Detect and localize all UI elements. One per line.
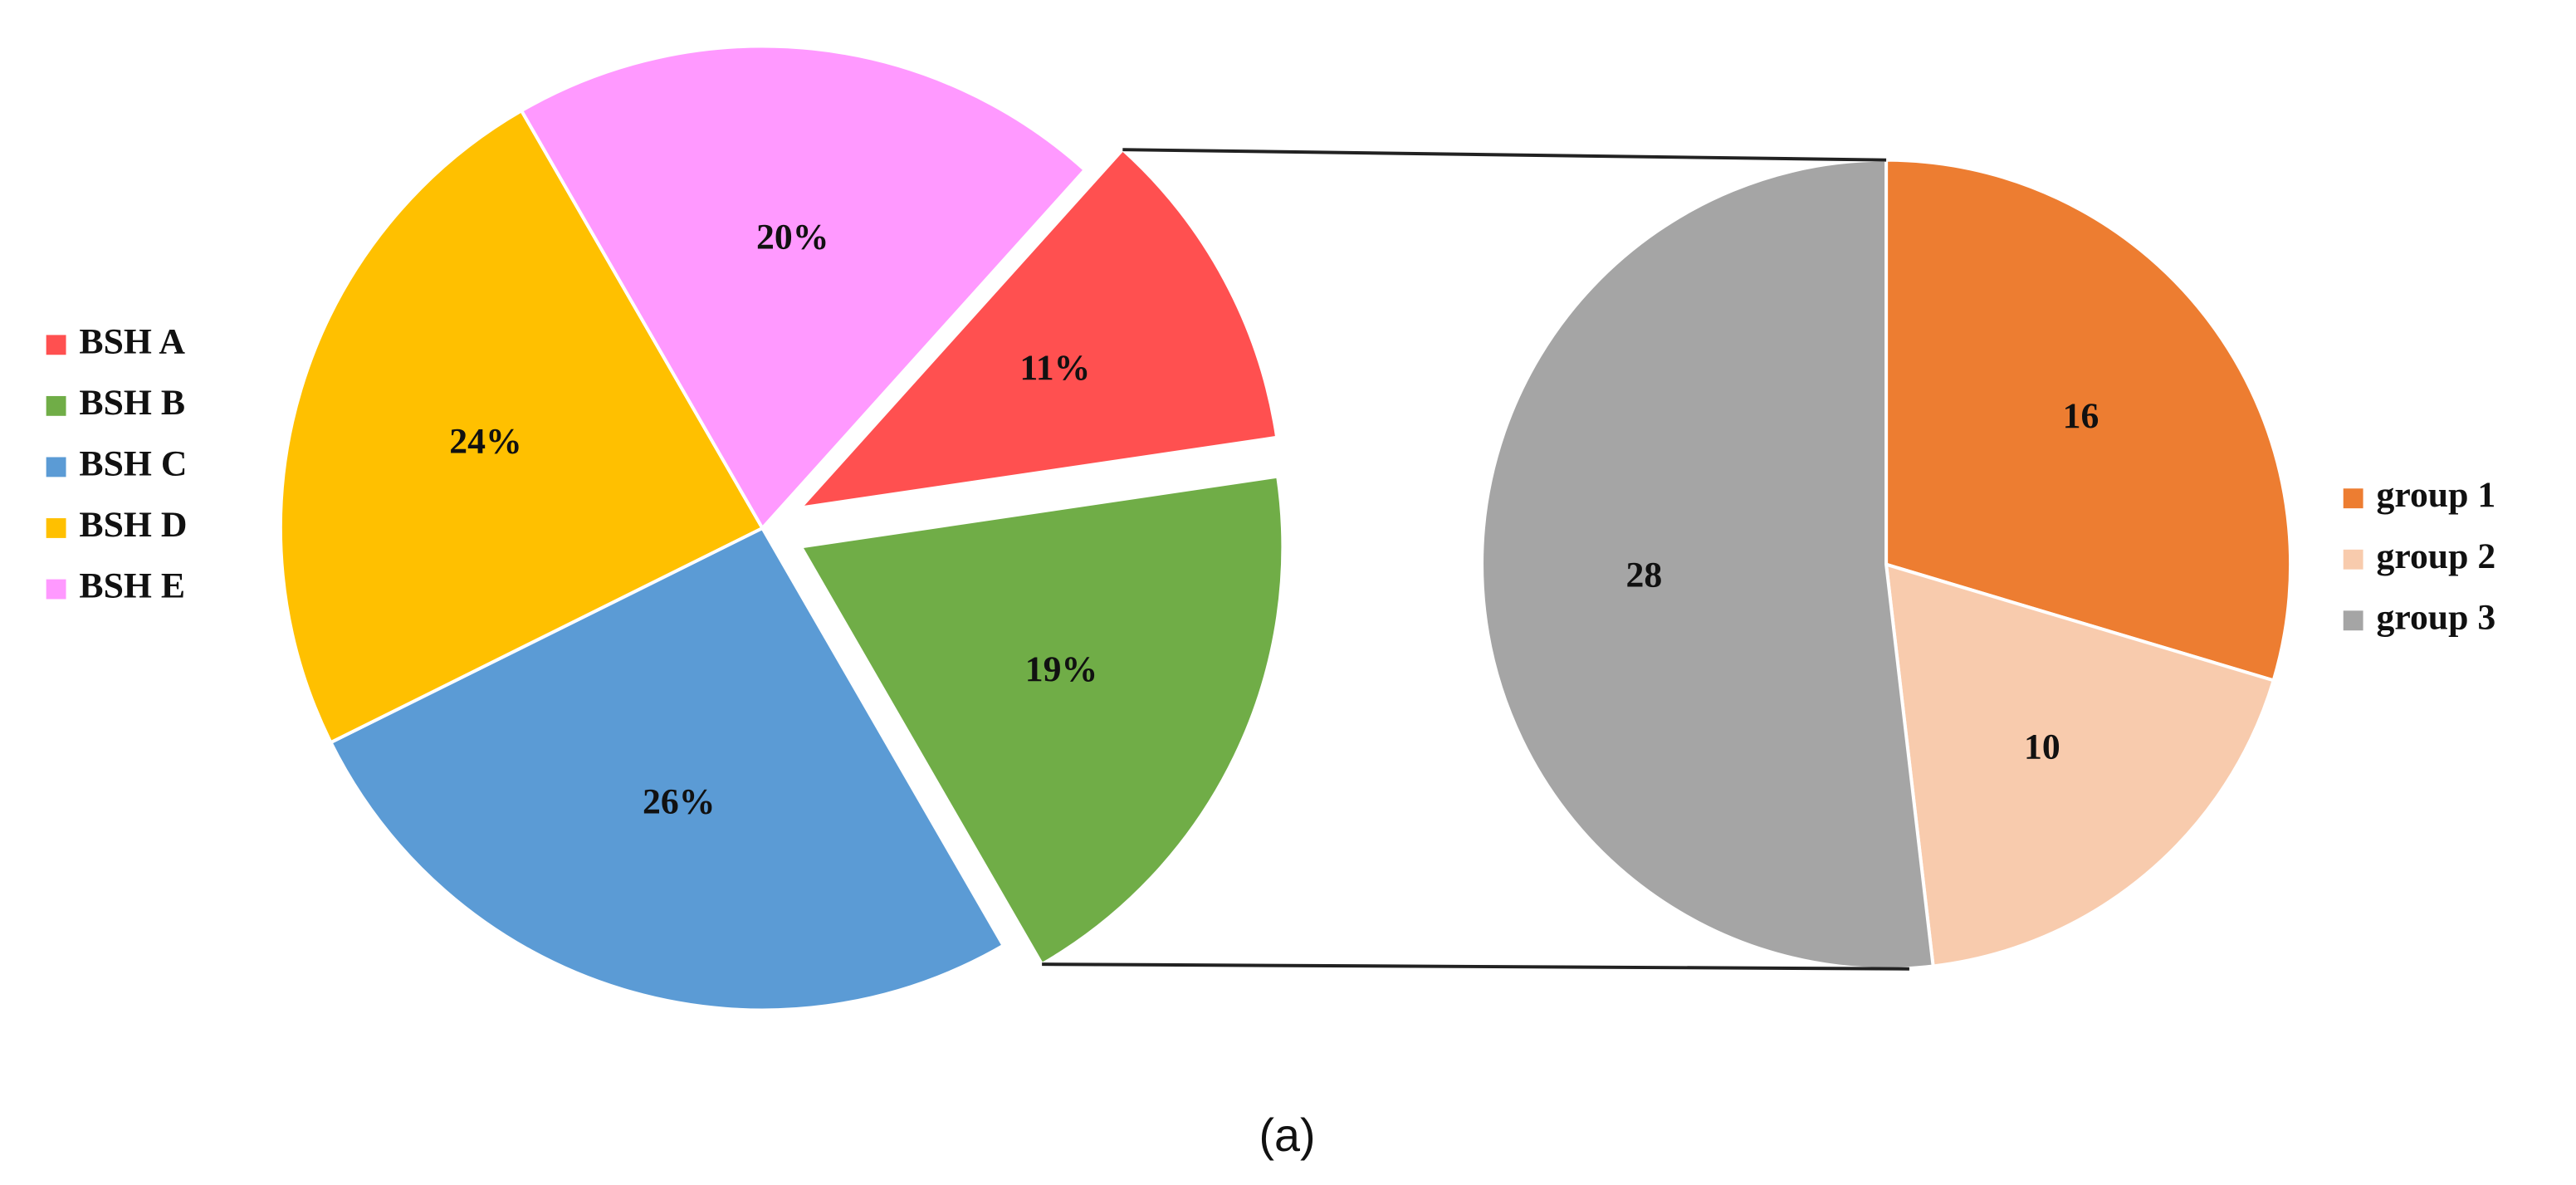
data-label: 26% bbox=[643, 781, 715, 821]
legend-label: BSH E bbox=[79, 566, 185, 606]
legend-swatch bbox=[46, 579, 66, 600]
data-label: 11% bbox=[1019, 348, 1090, 388]
data-label: 28 bbox=[1626, 556, 1663, 595]
legend-label: BSH D bbox=[79, 505, 187, 545]
legend-swatch bbox=[2343, 549, 2363, 570]
data-label: 10 bbox=[2024, 727, 2060, 767]
data-label: 24% bbox=[449, 421, 521, 461]
legend-swatch bbox=[2343, 488, 2363, 509]
pie-slice bbox=[795, 147, 1279, 511]
legend-label: BSH B bbox=[79, 383, 185, 423]
legend-label: group 1 bbox=[2376, 475, 2495, 515]
legend-label: group 3 bbox=[2376, 597, 2495, 637]
pie-slice bbox=[519, 44, 1088, 531]
pie-slice bbox=[1480, 158, 1935, 971]
pie-slice bbox=[1884, 561, 2276, 968]
pie-slice bbox=[798, 474, 1285, 967]
legend-swatch bbox=[46, 395, 66, 416]
legend-label: group 2 bbox=[2376, 536, 2495, 576]
legend-swatch bbox=[46, 335, 66, 355]
legend-label: BSH C bbox=[79, 443, 187, 483]
legend-label: BSH A bbox=[79, 321, 185, 361]
data-label: 16 bbox=[2063, 396, 2099, 436]
pie-slice bbox=[279, 108, 765, 745]
legend-swatch bbox=[46, 518, 66, 538]
caption: (a) bbox=[1259, 1109, 1315, 1161]
data-label: 19% bbox=[1025, 649, 1097, 689]
connector-line bbox=[1042, 962, 1909, 971]
legend-swatch bbox=[46, 457, 66, 477]
pie-slice bbox=[328, 526, 1006, 1012]
data-label: 20% bbox=[756, 218, 829, 257]
legend-swatch bbox=[2343, 610, 2363, 631]
connector-line bbox=[1122, 148, 1887, 162]
pie-slice bbox=[1884, 158, 2293, 683]
